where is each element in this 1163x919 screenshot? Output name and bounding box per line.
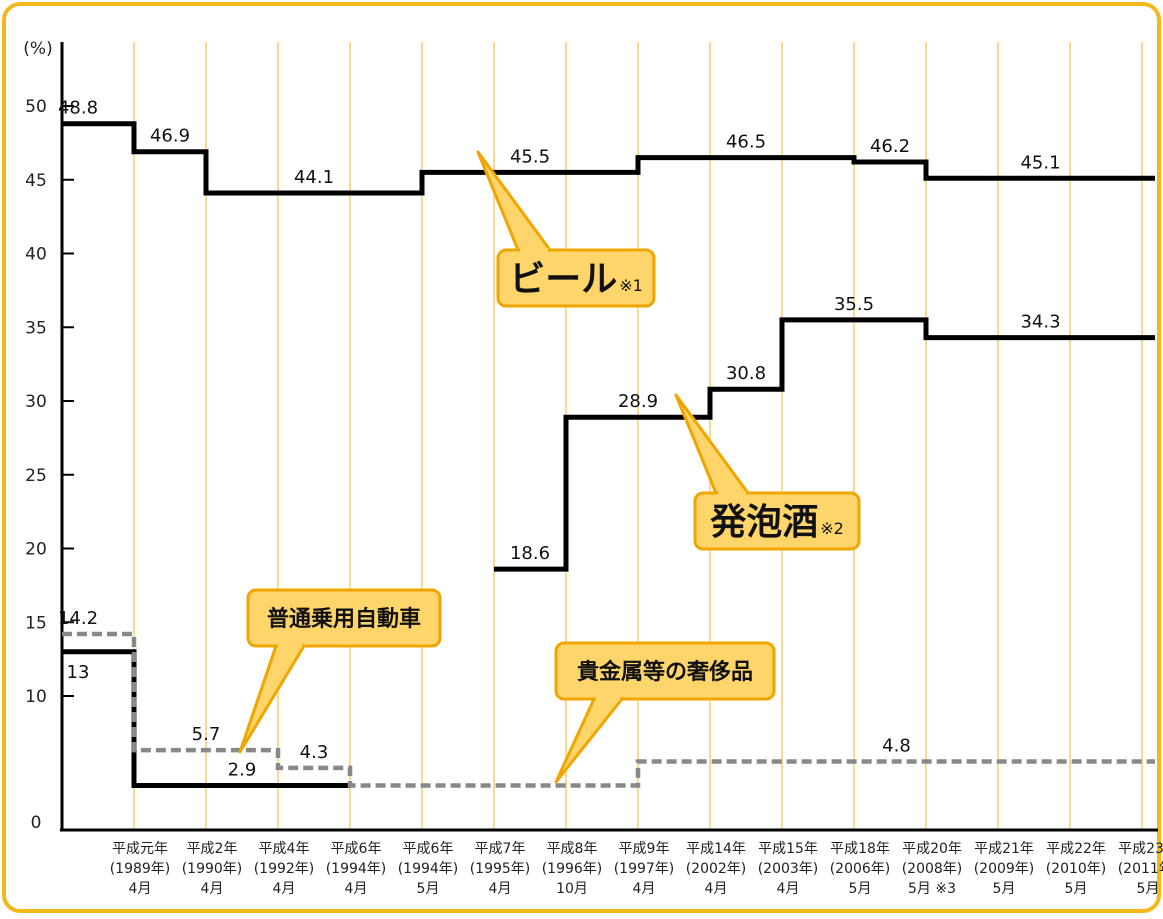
- value-label: 35.5: [834, 294, 874, 315]
- y-tick-label: 20: [25, 540, 47, 560]
- x-tick-era: 平成元年: [112, 841, 168, 857]
- x-tick-month: 5月: [849, 881, 872, 897]
- x-tick-year: (1995年): [470, 861, 531, 877]
- x-tick-era: 平成20年: [902, 841, 962, 857]
- x-tick-month: 4月: [777, 881, 800, 897]
- value-label: 30.8: [726, 363, 766, 384]
- y-tick-label: 45: [25, 171, 47, 191]
- value-label: 34.3: [1020, 312, 1060, 333]
- callout-box: [554, 641, 776, 701]
- x-tick-month: 4月: [705, 881, 728, 897]
- x-tick-month: 4月: [273, 881, 296, 897]
- callout-label-note: ※1: [619, 276, 643, 295]
- callout-label-note: ※2: [820, 519, 844, 538]
- callout-label: ビール ※1: [509, 259, 643, 300]
- value-label: 46.9: [150, 126, 190, 147]
- value-label: 13: [67, 662, 90, 683]
- value-label: 28.9: [618, 391, 658, 412]
- x-tick-month: 4月: [489, 881, 512, 897]
- x-tick-era: 平成4年: [259, 841, 310, 857]
- y-tick-label: 35: [25, 318, 47, 338]
- value-label: 45.5: [510, 146, 550, 167]
- value-label: 14.2: [58, 608, 98, 629]
- y-tick-label: 10: [25, 687, 47, 707]
- callout-label: 貴金属等の奢侈品: [577, 659, 753, 685]
- value-label: 46.2: [870, 136, 910, 157]
- y-tick-label: 25: [25, 466, 47, 486]
- x-tick-year: (2003年): [758, 861, 819, 877]
- x-tick-year: (1990年): [182, 861, 243, 877]
- y-axis-unit: (%): [23, 39, 52, 59]
- callout-3: 貴金属等の奢侈品: [554, 641, 776, 784]
- callout-box: [693, 491, 861, 551]
- callout-box: [496, 248, 656, 308]
- x-tick-month: 5月 ※3: [908, 881, 956, 897]
- x-tick-era: 平成23年: [1118, 841, 1163, 857]
- y-tick-label: 0: [31, 813, 42, 833]
- value-label: 5.7: [192, 724, 221, 745]
- x-tick-month: 5月: [1137, 881, 1160, 897]
- callout-pointer: [238, 644, 306, 754]
- callout-label: 発泡酒 ※2: [710, 502, 844, 543]
- y-tick-label: 15: [25, 613, 47, 633]
- x-tick-era: 平成22年: [1046, 841, 1106, 857]
- x-tick-year: (1989年): [110, 861, 171, 877]
- x-tick-year: (2008年): [902, 861, 963, 877]
- x-tick-era: 平成9年: [619, 841, 670, 857]
- x-tick-era: 平成8年: [547, 841, 598, 857]
- x-tick-month: 5月: [1065, 881, 1088, 897]
- x-tick-month: 4月: [129, 881, 152, 897]
- x-tick-year: (1996年): [542, 861, 603, 877]
- x-tick-year: (1992年): [254, 861, 315, 877]
- value-label: 18.6: [510, 543, 550, 564]
- x-tick-year: (1994年): [398, 861, 459, 877]
- x-tick-month: 4月: [633, 881, 656, 897]
- y-tick-label: 30: [25, 392, 47, 412]
- x-tick-era: 平成15年: [758, 841, 818, 857]
- callout-0: ビール ※1: [476, 150, 656, 308]
- x-tick-era: 平成7年: [475, 841, 526, 857]
- x-tick-era: 平成6年: [403, 841, 454, 857]
- value-label: 44.1: [294, 167, 334, 188]
- x-tick-year: (1997年): [614, 861, 675, 877]
- x-tick-era: 平成21年: [974, 841, 1034, 857]
- y-tick-label: 50: [25, 97, 47, 117]
- callout-label-main: 貴金属等の奢侈品: [577, 659, 753, 685]
- x-tick-era: 平成14年: [686, 841, 746, 857]
- x-tick-year: (2009年): [974, 861, 1035, 877]
- x-tick-year: (2010年): [1046, 861, 1107, 877]
- x-tick-era: 平成2年: [187, 841, 238, 857]
- callout-label-main: 普通乗用自動車: [267, 606, 421, 632]
- callout-label-main: ビール: [509, 259, 617, 300]
- callout-2: 普通乗用自動車: [238, 588, 442, 754]
- callout-box: [246, 588, 442, 648]
- series-line-1: [494, 317, 1155, 572]
- value-label: 2.9: [228, 759, 257, 780]
- x-tick-era: 平成18年: [830, 841, 890, 857]
- x-tick-month: 5月: [417, 881, 440, 897]
- x-tick-year: (2006年): [830, 861, 891, 877]
- value-label: 48.8: [58, 98, 98, 119]
- x-tick-year: (2011年): [1118, 861, 1163, 877]
- x-tick-month: 10月: [556, 881, 588, 897]
- x-tick-year: (2002年): [686, 861, 747, 877]
- callout-1: 発泡酒 ※2: [674, 393, 861, 551]
- series-line-3: [62, 631, 1155, 788]
- x-tick-year: (1994年): [326, 861, 387, 877]
- x-tick-month: 4月: [345, 881, 368, 897]
- x-tick-month: 4月: [201, 881, 224, 897]
- x-tick-era: 平成6年: [331, 841, 382, 857]
- x-tick-month: 5月: [993, 881, 1016, 897]
- value-label: 45.1: [1020, 152, 1060, 173]
- value-label: 46.5: [726, 132, 766, 153]
- y-tick-label: 40: [25, 245, 47, 265]
- value-label: 4.3: [300, 742, 329, 763]
- callout-label-main: 発泡酒: [710, 502, 818, 543]
- value-label: 4.8: [882, 736, 911, 757]
- series-line-0: [62, 121, 1155, 196]
- callout-label: 普通乗用自動車: [267, 606, 421, 632]
